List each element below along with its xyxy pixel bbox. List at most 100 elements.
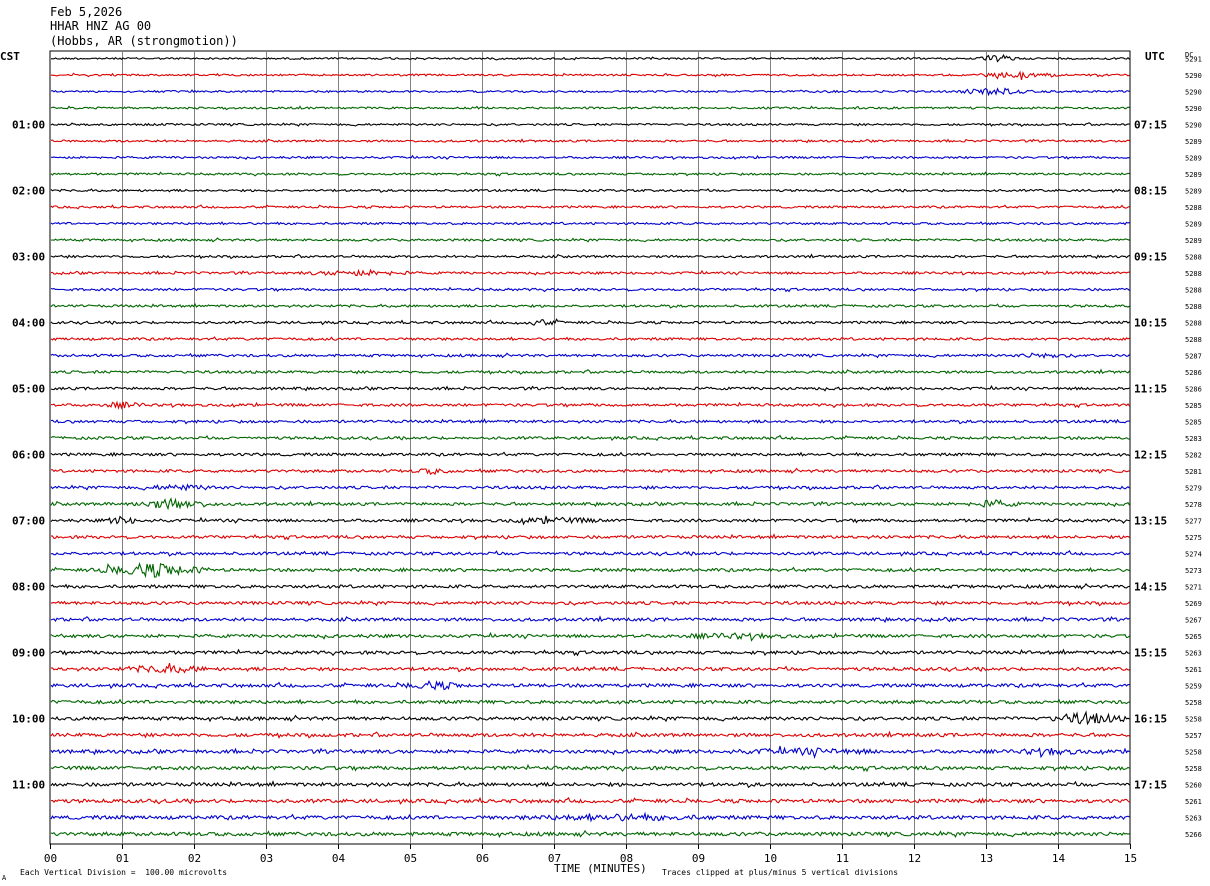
seismic-trace xyxy=(50,122,1130,127)
x-axis-title: TIME (MINUTES) xyxy=(554,862,647,875)
dc-value-label: 5271 xyxy=(1185,584,1202,592)
seismic-trace xyxy=(50,745,1130,759)
dc-value-label: 5261 xyxy=(1185,666,1202,674)
x-tick-label: 00 xyxy=(44,852,57,865)
dc-value-label: 5283 xyxy=(1185,435,1202,443)
dc-value-label: 5287 xyxy=(1185,353,1202,361)
dc-value-label: 5288 xyxy=(1185,336,1202,344)
seismic-trace xyxy=(50,237,1130,243)
left-time-label: 02:00 xyxy=(12,185,45,198)
dc-value-label: 5288 xyxy=(1185,270,1202,278)
dc-value-label: 5266 xyxy=(1185,831,1202,839)
dc-value-label: 5288 xyxy=(1185,254,1202,262)
corner-mark: A xyxy=(2,874,7,882)
seismic-trace xyxy=(50,385,1130,392)
seismic-trace xyxy=(50,253,1130,260)
x-tick-label: 03 xyxy=(260,852,273,865)
dc-value-label: 5288 xyxy=(1185,287,1202,295)
dc-value-label: 5289 xyxy=(1185,237,1202,245)
right-time-label: 09:15 xyxy=(1134,251,1167,264)
x-tick-label: 14 xyxy=(1052,852,1066,865)
dc-value-label: 5263 xyxy=(1185,815,1202,823)
seismic-trace xyxy=(50,763,1130,773)
seismic-trace xyxy=(50,451,1130,458)
dc-value-label: 5277 xyxy=(1185,518,1202,526)
seismic-trace xyxy=(50,221,1130,226)
dc-value-label: 5281 xyxy=(1185,468,1202,476)
dc-value-label: 5290 xyxy=(1185,122,1202,130)
seismic-trace xyxy=(50,318,1130,326)
x-tick-label: 13 xyxy=(980,852,993,865)
seismic-trace xyxy=(50,549,1130,557)
seismic-trace xyxy=(50,154,1130,161)
seismic-trace xyxy=(50,53,1130,63)
dc-value-label: 5289 xyxy=(1185,138,1202,146)
dc-value-label: 5288 xyxy=(1185,303,1202,311)
dc-value-label: 5257 xyxy=(1185,732,1202,740)
right-time-label: 11:15 xyxy=(1134,383,1167,396)
label-group: 00 01 02 03 04 05 06 07 08 09 10 11 12 13 14 15 5291 5290… xyxy=(0,50,1202,865)
x-tick-label: 06 xyxy=(476,852,489,865)
dc-value-label: 5269 xyxy=(1185,600,1202,608)
left-time-label: 06:00 xyxy=(12,449,45,462)
dc-value-label: 5289 xyxy=(1185,171,1202,179)
dc-value-label: 5278 xyxy=(1185,501,1202,509)
x-tick-label: 02 xyxy=(188,852,201,865)
right-time-label: 08:15 xyxy=(1134,185,1167,198)
left-time-label: 04:00 xyxy=(12,317,45,330)
seismic-trace xyxy=(50,286,1130,293)
seismic-trace xyxy=(50,662,1130,674)
seismic-trace xyxy=(50,400,1130,410)
seismic-trace xyxy=(50,302,1130,309)
dc-value-label: 5261 xyxy=(1185,798,1202,806)
left-zone-label: CST xyxy=(0,50,20,63)
station-location: (Hobbs, AR (strongmotion)) xyxy=(50,34,238,48)
dc-value-label: 5288 xyxy=(1185,320,1202,328)
seismic-trace xyxy=(50,204,1130,210)
dc-value-label: 5274 xyxy=(1185,551,1202,559)
seismic-trace xyxy=(50,138,1130,144)
dc-value-label: 5289 xyxy=(1185,221,1202,229)
seismic-trace xyxy=(50,710,1130,726)
seismic-trace xyxy=(50,730,1130,739)
left-time-label: 10:00 xyxy=(12,713,45,726)
right-time-label: 15:15 xyxy=(1134,647,1167,660)
left-time-label: 07:00 xyxy=(12,515,45,528)
seismic-trace xyxy=(50,631,1130,642)
dc-value-label: 5258 xyxy=(1185,716,1202,724)
right-time-label: 10:15 xyxy=(1134,317,1167,330)
seismic-trace xyxy=(50,829,1130,839)
seismic-trace xyxy=(50,582,1130,590)
seismic-trace xyxy=(50,515,1130,526)
seismic-trace xyxy=(50,467,1130,476)
dc-value-label: 5282 xyxy=(1185,452,1202,460)
dc-value-label: 5290 xyxy=(1185,105,1202,113)
dc-value-label: 5258 xyxy=(1185,699,1202,707)
seismic-trace xyxy=(50,434,1130,442)
dc-value-label: 5265 xyxy=(1185,633,1202,641)
right-time-label: 12:15 xyxy=(1134,449,1167,462)
station-code: HHAR HNZ AG 00 xyxy=(50,19,152,33)
dc-value-label: 5258 xyxy=(1185,765,1202,773)
seismic-trace xyxy=(50,188,1130,193)
seismic-trace xyxy=(50,698,1130,705)
x-tick-label: 12 xyxy=(908,852,921,865)
dc-value-label: 5260 xyxy=(1185,782,1202,790)
right-time-label: 17:15 xyxy=(1134,779,1167,792)
dc-value-label: 5290 xyxy=(1185,72,1202,80)
dc-value-label: 5288 xyxy=(1185,204,1202,212)
left-time-label: 01:00 xyxy=(12,119,45,132)
seismic-trace xyxy=(50,497,1130,511)
seismic-trace xyxy=(50,352,1130,359)
clip-note: Traces clipped at plus/minus 5 vertical … xyxy=(662,868,899,877)
dc-value-label: 5273 xyxy=(1185,567,1202,575)
trace-group xyxy=(50,53,1130,839)
seismic-trace xyxy=(50,780,1130,789)
dc-value-label: 5267 xyxy=(1185,617,1202,625)
dc-header-label: DC xyxy=(1185,51,1193,59)
plot-frame xyxy=(49,50,1131,845)
left-time-label: 11:00 xyxy=(12,779,45,792)
dc-value-label: 5275 xyxy=(1185,534,1202,542)
x-tick-label: 07 xyxy=(548,852,561,865)
seismic-trace xyxy=(50,368,1130,376)
